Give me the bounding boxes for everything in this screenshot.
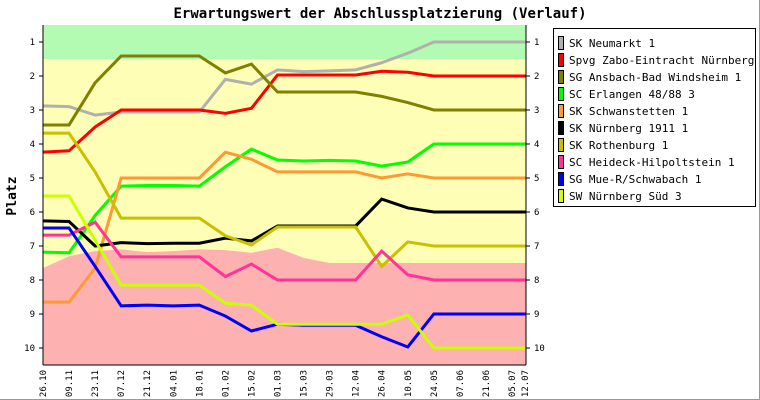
legend-swatch <box>558 70 564 84</box>
x-tick-label: 21.06 <box>482 370 492 397</box>
series-line-8 <box>43 220 526 282</box>
legend-label: SK Schwanstetten 1 <box>569 105 688 118</box>
x-tick-label: 01.02 <box>221 370 231 397</box>
legend-box <box>553 28 756 207</box>
y-tick-label-left: 5 <box>30 174 35 184</box>
series-lines <box>42 40 526 350</box>
y-axis-label: Platz <box>5 176 20 215</box>
x-tick-label: 26.10 <box>39 370 49 397</box>
x-tick-label: 12.07 <box>521 370 531 397</box>
x-tick-label: 09.11 <box>65 370 75 397</box>
legend-swatch <box>558 36 564 50</box>
chart-title: Erwartungswert der Abschlussplatzierung … <box>173 6 586 22</box>
y-tick-label-left: 2 <box>30 72 35 82</box>
y-tick-label-right: 8 <box>534 276 539 286</box>
legend-swatch <box>558 155 564 169</box>
x-tick-label: 07.06 <box>456 370 466 397</box>
x-tick-label: 15.03 <box>300 370 310 397</box>
series-line-5 <box>43 150 526 304</box>
x-tick-label: 15.02 <box>247 370 257 397</box>
y-tick-label-right: 10 <box>534 344 545 354</box>
legend-label: SG Ansbach-Bad Windsheim 1 <box>569 71 741 84</box>
y-tick-label-right: 1 <box>534 38 539 48</box>
y-tick-label-left: 1 <box>30 38 35 48</box>
legend-label: SK Nürnberg 1911 1 <box>569 122 688 135</box>
y-tick-label-right: 6 <box>534 208 539 218</box>
x-tick-label: 12.04 <box>352 370 362 397</box>
legend-swatch <box>558 121 564 135</box>
legend-label: SC Erlangen 48/88 3 <box>569 88 695 101</box>
y-tick-label-left: 7 <box>30 242 35 252</box>
x-tick-label: 01.03 <box>274 370 284 397</box>
x-tick-label: 05.07 <box>508 370 518 397</box>
legend-swatch <box>558 87 564 101</box>
y-tick-label-right: 5 <box>534 174 539 184</box>
background-zones <box>43 25 526 365</box>
x-tick-label: 26.04 <box>378 370 388 397</box>
legend-swatch <box>558 53 564 67</box>
y-tick-label-left: 3 <box>30 106 35 116</box>
y-tick-label-left: 6 <box>30 208 35 218</box>
series-line-10 <box>43 194 526 350</box>
y-tick-label-right: 9 <box>534 310 539 320</box>
series-line-3 <box>43 54 526 127</box>
x-tick-label: 24.05 <box>430 370 440 397</box>
x-tick-label: 21.12 <box>143 370 153 397</box>
y-tick-label-right: 3 <box>534 106 539 116</box>
legend-swatch <box>558 172 564 186</box>
relegation-zone <box>43 247 526 365</box>
legend-swatch <box>558 189 564 203</box>
x-tick-label: 10.05 <box>404 370 414 397</box>
legend-swatch <box>558 104 564 118</box>
x-tick-label: 04.01 <box>169 370 179 397</box>
y-tick-label-left: 10 <box>24 344 35 354</box>
legend-label: SW Nürnberg Süd 3 <box>569 190 682 203</box>
series-line-2 <box>42 69 526 154</box>
y-tick-label-right: 2 <box>534 72 539 82</box>
x-tick-label: 23.11 <box>91 370 101 397</box>
y-tick-label-left: 8 <box>30 276 35 286</box>
y-tick-label-left: 9 <box>30 310 35 320</box>
legend-label: SC Heideck-Hilpoltstein 1 <box>569 156 735 169</box>
legend-swatch <box>558 138 564 152</box>
series-line-4 <box>42 142 526 255</box>
y-tick-label-left: 4 <box>30 140 35 150</box>
x-tick-label: 07.12 <box>117 370 127 397</box>
axes: 1 1 2 2 3 3 4 4 5 5 6 6 7 7 8 8 9 9 10 10 26.10 09.11 23.11 07.… <box>24 25 545 397</box>
legend: SK Neumarkt 1 Spvg Zabo-Eintracht Nürnber… <box>553 28 760 207</box>
legend-label: SK Rothenburg 1 <box>569 139 668 152</box>
series-line-1 <box>42 40 526 117</box>
legend-label: Spvg Zabo-Eintracht Nürnberg 1 <box>569 54 760 67</box>
legend-label: SK Neumarkt 1 <box>569 37 655 50</box>
x-tick-label: 29.03 <box>326 370 336 397</box>
y-tick-label-right: 4 <box>534 140 539 150</box>
y-tick-label-right: 7 <box>534 242 539 252</box>
series-line-7 <box>43 131 526 269</box>
legend-label: SG Mue-R/Schwabach 1 <box>569 173 701 186</box>
x-tick-label: 18.01 <box>195 370 205 397</box>
